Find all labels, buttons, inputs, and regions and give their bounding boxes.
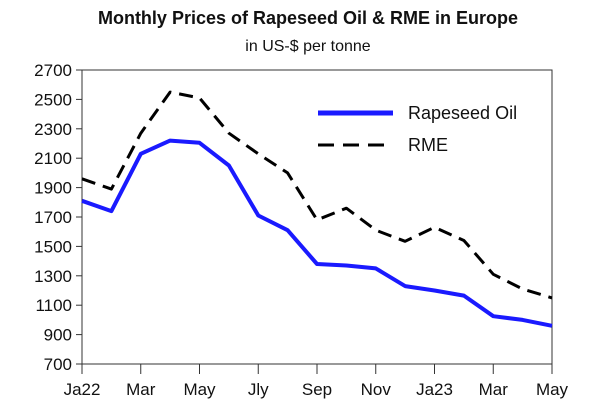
x-tick-label: May <box>183 380 216 399</box>
chart-subtitle: in US-$ per tonne <box>245 38 371 55</box>
y-tick-label: 2700 <box>34 61 72 80</box>
x-tick-label: Ja22 <box>64 380 101 399</box>
legend: Rapeseed Oil RME <box>318 103 517 155</box>
y-axis: 700 900 1100 1300 1500 1700 1900 2100 2300 2500 27… <box>34 61 82 374</box>
y-tick-label: 1300 <box>34 267 72 286</box>
series-layer <box>81 90 553 328</box>
y-tick-label: 1700 <box>34 208 72 227</box>
y-tick-label: 700 <box>44 355 72 374</box>
y-tick-label: 2100 <box>34 149 72 168</box>
x-tick-label: Mar <box>126 380 156 399</box>
y-tick-label: 2500 <box>34 90 72 109</box>
chart-title: Monthly Prices of Rapeseed Oil & RME in … <box>98 8 518 28</box>
x-axis: Ja22 Mar May Jly Sep Nov Ja23 Mar May <box>64 364 569 399</box>
y-tick-label: 2300 <box>34 120 72 139</box>
x-tick-label: May <box>536 380 569 399</box>
series-line-rapeseed-oil <box>81 138 553 328</box>
y-tick-label: 1900 <box>34 179 72 198</box>
y-tick-label: 1500 <box>34 237 72 256</box>
x-tick-label: Jly <box>248 380 269 399</box>
y-tick-label: 900 <box>44 326 72 345</box>
x-tick-label: Sep <box>302 380 332 399</box>
y-tick-label: 1100 <box>35 296 72 315</box>
legend-label: RME <box>408 135 448 155</box>
x-tick-label: Mar <box>479 380 509 399</box>
x-tick-label: Nov <box>361 380 392 399</box>
legend-label: Rapeseed Oil <box>408 103 517 123</box>
x-tick-label: Ja23 <box>416 380 453 399</box>
